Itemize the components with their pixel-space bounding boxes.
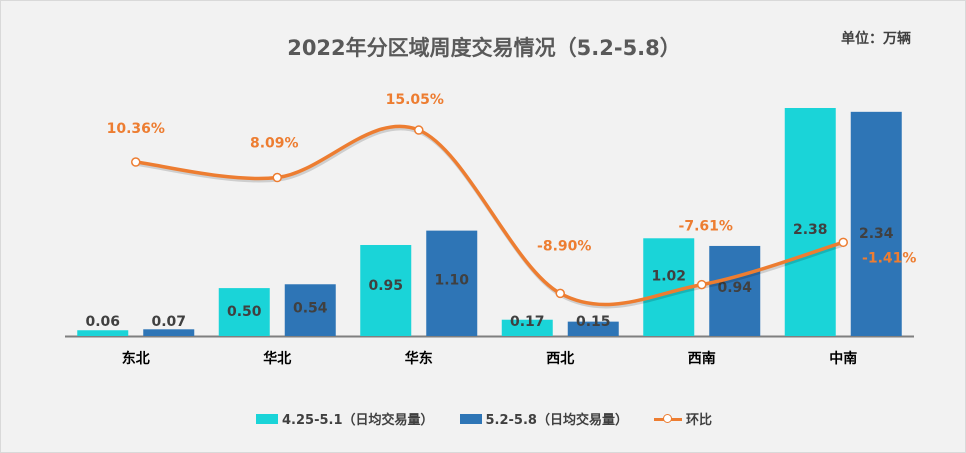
chart-title: 2022年分区域周度交易情况（5.2-5.8） — [287, 36, 681, 60]
x-tick-label: 中南 — [829, 350, 857, 367]
bar-data-label: 0.06 — [85, 314, 120, 330]
bar-data-label: 2.34 — [859, 226, 894, 242]
bar-this-week — [567, 321, 619, 336]
legend-label: 环比 — [685, 413, 712, 428]
x-tick-label: 西南 — [688, 350, 716, 367]
bar-prev-week — [218, 288, 270, 336]
x-tick-label: 华东 — [405, 350, 433, 367]
ratio-point — [414, 125, 424, 135]
ratio-data-label: 15.05% — [386, 92, 444, 108]
x-tick-label: 华北 — [263, 350, 291, 367]
ratio-data-label: 10.36% — [107, 121, 165, 137]
bar-data-label: 0.17 — [510, 314, 545, 330]
legend-item-ratio: 环比 — [653, 409, 712, 428]
ratio-data-label: -1.41% — [862, 250, 916, 266]
ratio-line — [135, 124, 844, 307]
ratio-data-label: -8.90% — [537, 238, 591, 254]
legend-line-swatch — [653, 413, 682, 425]
ratio-data-label: -7.61% — [679, 219, 733, 235]
bar-this-week — [709, 245, 761, 336]
bar-data-label: 1.10 — [434, 273, 469, 289]
bar-data-label: 0.07 — [151, 314, 186, 330]
bar-data-label: 0.54 — [293, 300, 328, 316]
bar-data-label: 1.02 — [651, 268, 686, 284]
bar-data-label: 0.95 — [368, 278, 403, 294]
legend-swatch — [459, 413, 482, 424]
legend-item-prev-week: 4.25-5.1（日均交易量） — [256, 409, 434, 428]
ratio-point — [131, 157, 141, 167]
ratio-point — [555, 288, 565, 299]
x-tick-label: 东北 — [122, 350, 150, 367]
bar-prev-week — [784, 107, 836, 336]
bar-this-week — [284, 284, 336, 336]
bar-prev-week — [360, 244, 412, 336]
legend-label: 5.2-5.8（日均交易量） — [485, 413, 628, 428]
bar-this-week — [426, 230, 478, 336]
legend-swatch — [256, 413, 278, 424]
bar-data-label: 0.15 — [576, 314, 611, 330]
bar-prev-week — [77, 330, 129, 336]
bar-this-week — [143, 329, 195, 336]
legend-item-this-week: 5.2-5.8（日均交易量） — [459, 409, 628, 428]
x-tick-label: 西北 — [546, 351, 574, 367]
bar-data-label: 0.50 — [227, 304, 262, 320]
bar-this-week — [850, 111, 902, 336]
ratio-point — [838, 237, 848, 248]
ratio-point — [272, 172, 282, 183]
ratio-data-label: 8.09% — [250, 136, 299, 152]
legend-label: 4.25-5.1（日均交易量） — [282, 413, 434, 428]
legend: 4.25-5.1（日均交易量） 5.2-5.8（日均交易量） 环比 — [1, 409, 965, 428]
bar-data-label: 0.94 — [717, 280, 752, 296]
unit-label: 单位：万辆 — [841, 31, 911, 47]
bar-data-label: 2.38 — [793, 222, 828, 238]
ratio-point — [697, 279, 707, 290]
bar-prev-week — [501, 319, 553, 336]
ratio-line-shadow — [136, 126, 845, 309]
